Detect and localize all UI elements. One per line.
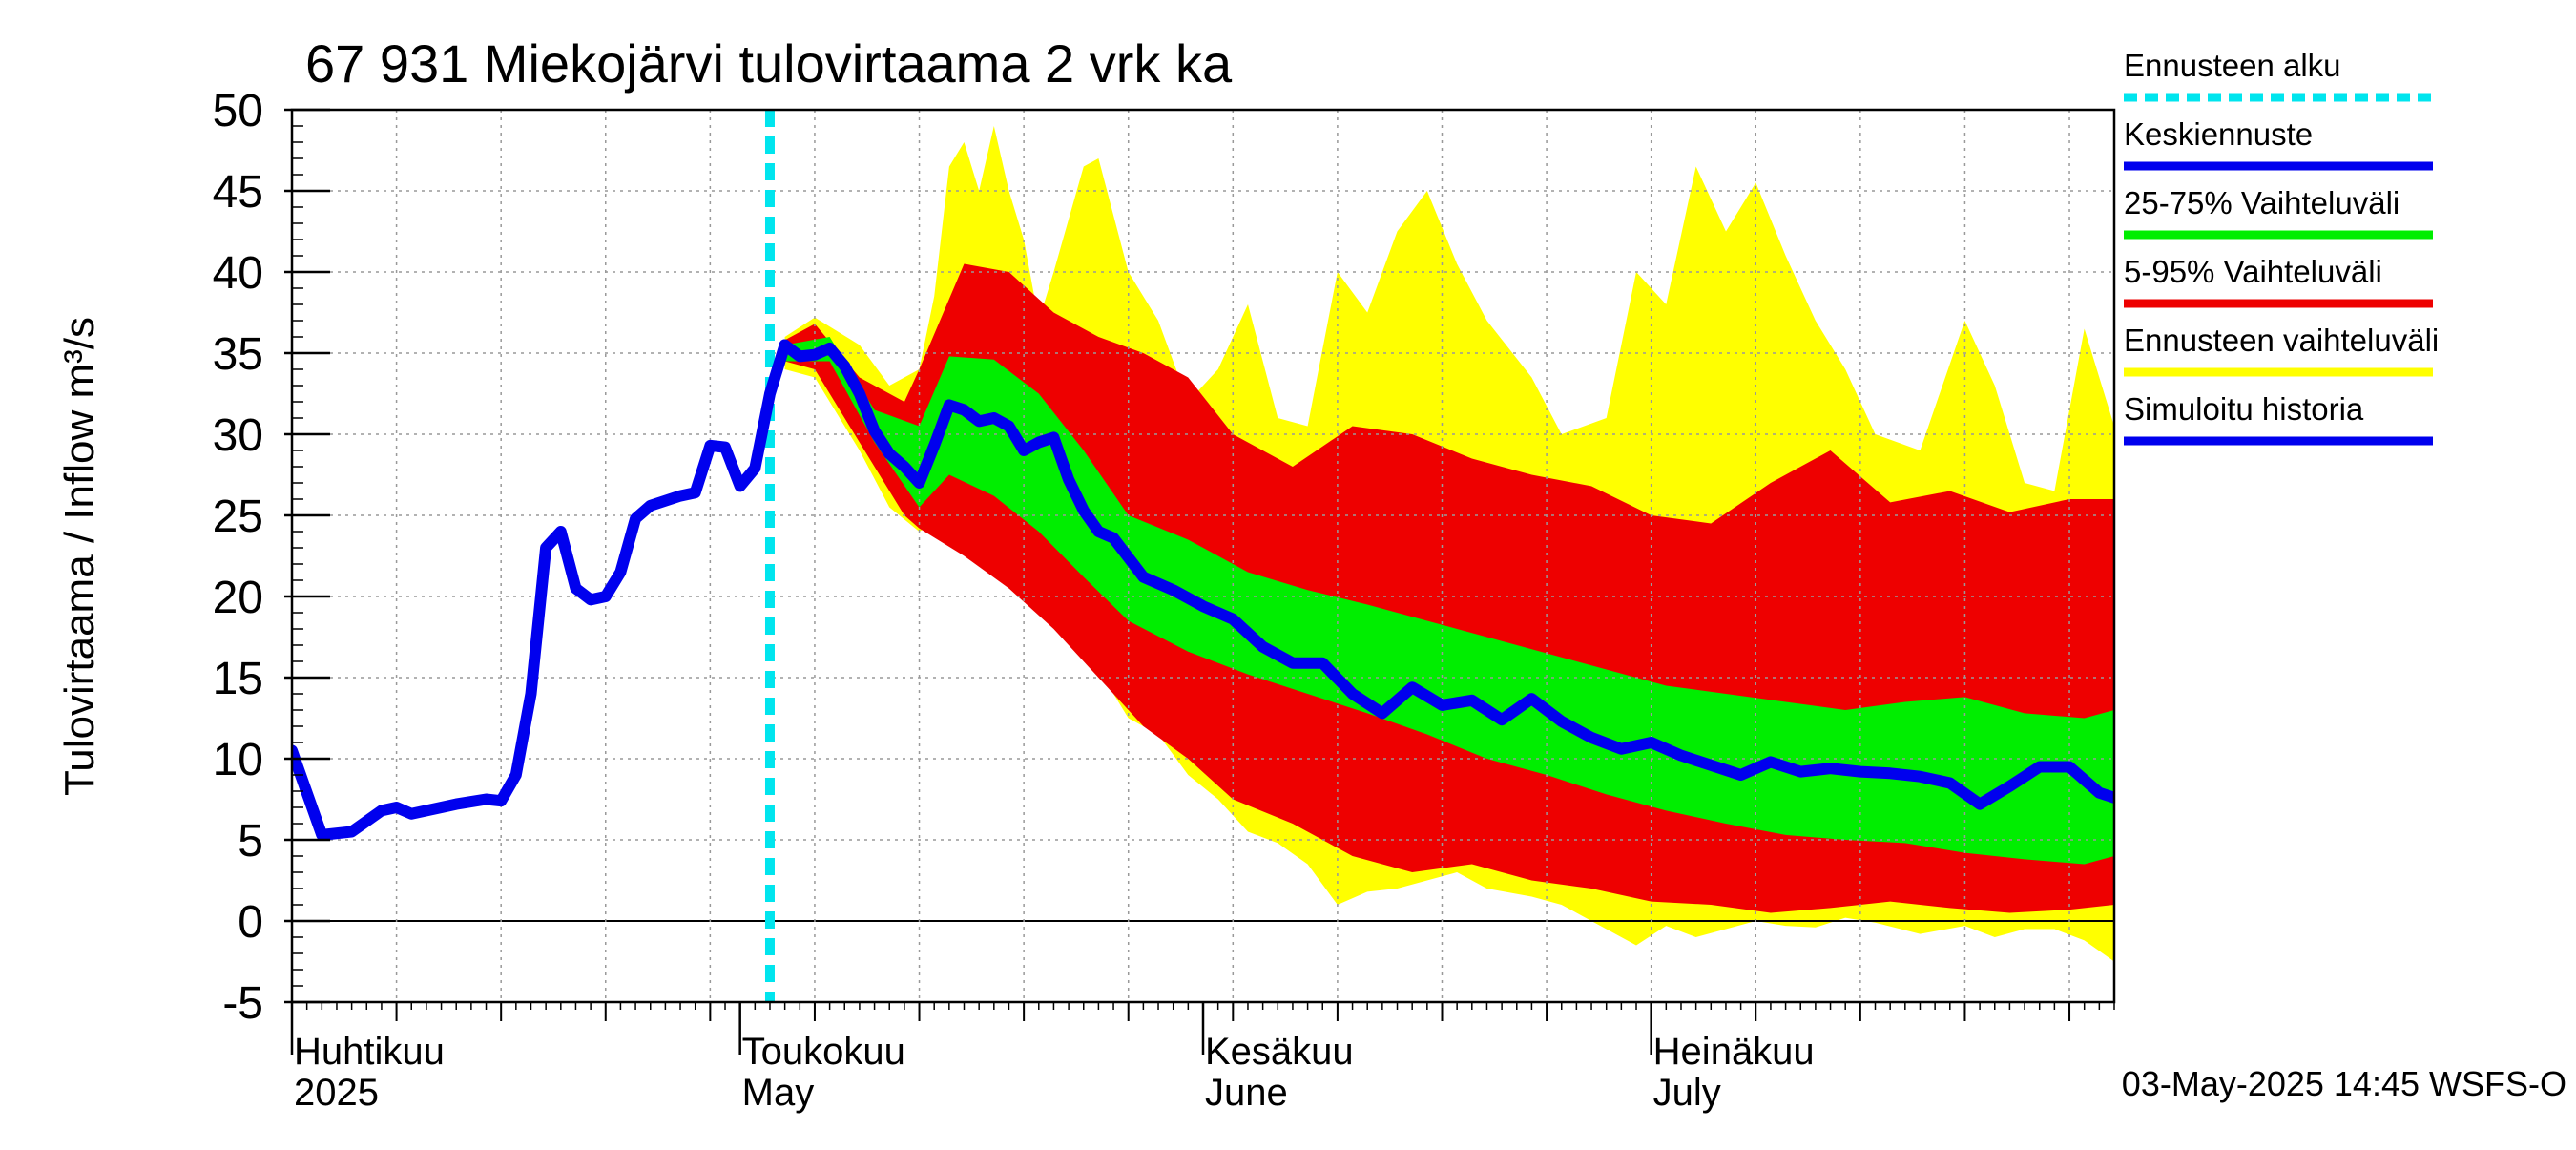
x-month-label: Huhtikuu bbox=[294, 1031, 445, 1073]
x-month-sublabel: 2025 bbox=[294, 1072, 379, 1114]
y-tick-label: 5 bbox=[238, 816, 263, 867]
legend-label: Ennusteen alku bbox=[2124, 48, 2341, 83]
legend-label: Ennusteen vaihteluväli bbox=[2124, 323, 2439, 358]
legend: Ennusteen alku Keskiennuste 25-75% Vaihtel… bbox=[2124, 48, 2439, 446]
legend-label: 25-75% Vaihteluväli bbox=[2124, 185, 2399, 220]
y-tick-label: 10 bbox=[213, 735, 263, 785]
y-tick-label: 35 bbox=[213, 329, 263, 380]
chart-title: 67 931 Miekojärvi tulovirtaama 2 vrk ka bbox=[305, 33, 1233, 94]
y-tick-label: 45 bbox=[213, 167, 263, 218]
x-month-label: Heinäkuu bbox=[1653, 1031, 1815, 1073]
y-tick-label: 40 bbox=[213, 248, 263, 299]
footer-timestamp: 03-May-2025 14:45 WSFS-O bbox=[2122, 1064, 2566, 1103]
band-25-75 bbox=[784, 337, 2114, 865]
y-axis: -5 0 5 10 15 20 25 30 35 40 45 50 bbox=[213, 86, 330, 1029]
legend-label: Keskiennuste bbox=[2124, 116, 2313, 152]
y-tick-label: -5 bbox=[222, 978, 263, 1029]
y-tick-label: 0 bbox=[238, 897, 263, 948]
x-month-sublabel: June bbox=[1205, 1072, 1288, 1114]
y-tick-label: 50 bbox=[213, 86, 263, 136]
y-tick-label: 20 bbox=[213, 573, 263, 623]
history-line bbox=[292, 339, 791, 841]
x-month-sublabel: May bbox=[742, 1072, 815, 1114]
y-tick-label: 15 bbox=[213, 654, 263, 704]
x-month-label: Toukokuu bbox=[742, 1031, 905, 1073]
y-axis-label: Tulovirtaama / Inflow m³/s bbox=[56, 317, 103, 796]
mean-forecast-line bbox=[779, 339, 2114, 810]
x-month-sublabel: July bbox=[1653, 1072, 1721, 1114]
forecast-lines bbox=[292, 110, 2114, 1002]
forecast-bands bbox=[784, 126, 2114, 962]
legend-label: 5-95% Vaihteluväli bbox=[2124, 254, 2382, 289]
y-tick-label: 30 bbox=[213, 410, 263, 461]
legend-label: Simuloitu historia bbox=[2124, 391, 2364, 427]
y-tick-label: 25 bbox=[213, 491, 263, 542]
x-month-label: Kesäkuu bbox=[1205, 1031, 1354, 1073]
